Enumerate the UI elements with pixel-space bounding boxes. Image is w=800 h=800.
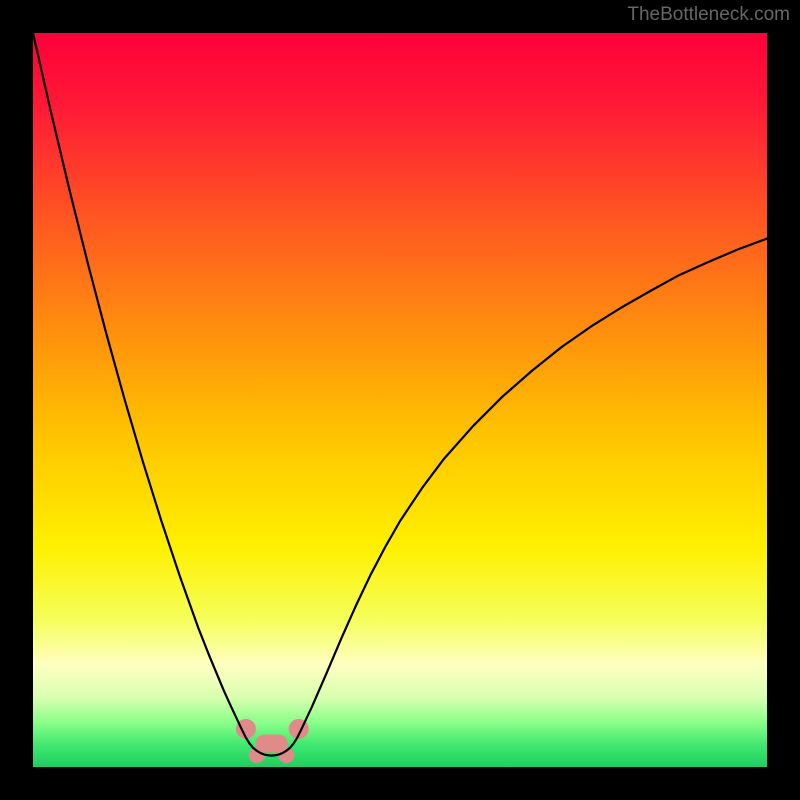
chart-container xyxy=(33,33,767,767)
watermark-text: TheBottleneck.com xyxy=(627,4,790,26)
chart-svg xyxy=(33,33,767,767)
chart-background xyxy=(33,33,767,767)
